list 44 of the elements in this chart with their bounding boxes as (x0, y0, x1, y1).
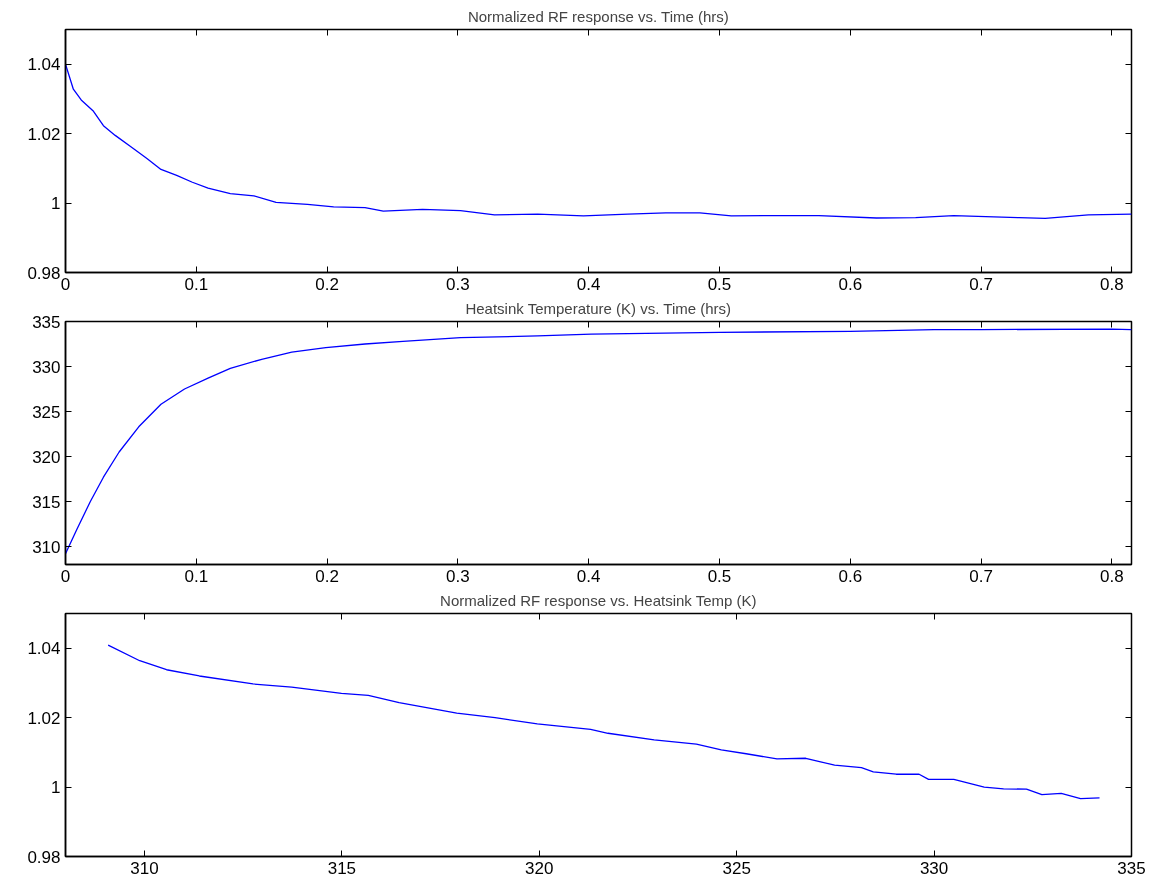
y-tick-label: 315 (32, 492, 61, 512)
y-tick-label: 1.04 (27, 639, 61, 659)
x-tick-label: 0.6 (838, 274, 863, 294)
x-tick-label: 0.3 (446, 274, 470, 294)
x-tick-label: 335 (1117, 858, 1146, 878)
x-tick-label: 0 (60, 274, 71, 294)
x-tick-label: 0.5 (707, 274, 732, 294)
x-tick-label: 0.6 (838, 566, 863, 586)
x-tick-label: 0.4 (576, 566, 601, 586)
x-tick-label: 0.2 (315, 274, 339, 294)
x-tick-label: 0 (60, 566, 71, 586)
y-tick-label: 325 (32, 402, 61, 422)
x-tick-label: 0.5 (707, 566, 732, 586)
chart-title: Heatsink Temperature (K) vs. Time (hrs) (465, 299, 732, 317)
x-tick-label: 325 (722, 858, 751, 878)
x-tick-label: 0.8 (1100, 566, 1124, 586)
y-tick-label: 320 (32, 447, 61, 467)
y-tick-label: 1.04 (27, 55, 61, 75)
y-tick-label: 0.98 (27, 263, 61, 283)
y-tick-label: 1.02 (27, 124, 61, 144)
x-tick-label: 0.1 (184, 566, 209, 586)
x-tick-label: 0.2 (315, 566, 339, 586)
x-tick-label: 0.1 (184, 274, 209, 294)
x-tick-label: 0.7 (969, 566, 993, 586)
x-tick-label: 0.3 (446, 566, 470, 586)
line-series (107, 644, 1101, 800)
x-tick-label: 0.8 (1100, 274, 1124, 294)
x-tick-label: 0.7 (969, 274, 993, 294)
chart-title: Normalized RF response vs. Time (hrs) (467, 7, 729, 25)
x-tick-label: 320 (525, 858, 554, 878)
y-tick-label: 0.98 (27, 847, 61, 867)
line-series (65, 328, 1132, 555)
y-tick-label: 330 (32, 357, 61, 377)
y-tick-label: 1 (51, 778, 61, 798)
x-tick-label: 310 (130, 858, 159, 878)
line-series (65, 63, 1132, 219)
x-tick-label: 0.4 (576, 274, 601, 294)
x-tick-label: 315 (327, 858, 357, 878)
y-tick-label: 335 (32, 312, 61, 332)
y-tick-label: 310 (32, 537, 61, 557)
x-tick-label: 330 (919, 858, 949, 878)
y-tick-label: 1.02 (27, 708, 61, 728)
y-tick-label: 1 (51, 194, 61, 214)
chart-title: Normalized RF response vs. Heatsink Temp (K) (440, 591, 757, 609)
